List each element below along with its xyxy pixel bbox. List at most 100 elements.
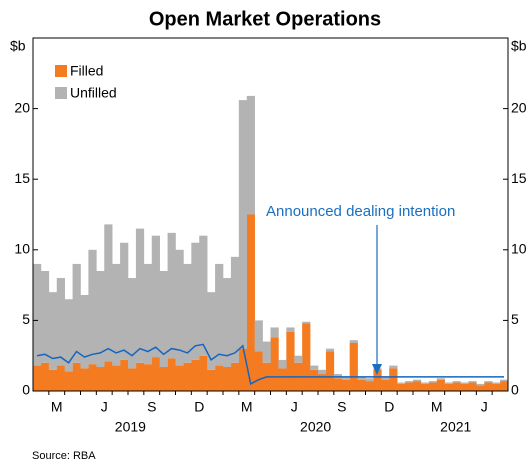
bar (405, 381, 414, 383)
bar (128, 278, 137, 369)
y-unit-left: $b (10, 38, 26, 54)
bar (365, 381, 374, 391)
bar (294, 355, 303, 363)
x-tick-label: J (481, 399, 488, 415)
bar (413, 379, 422, 382)
bar (33, 263, 42, 366)
bar (246, 214, 255, 391)
x-tick-label: M (431, 399, 443, 415)
year-label: 2019 (115, 419, 146, 435)
bar (48, 292, 58, 370)
bar (420, 382, 430, 384)
bar (254, 320, 263, 352)
bar (191, 242, 200, 360)
bar (40, 270, 50, 363)
bar (444, 383, 453, 391)
bar (223, 366, 232, 391)
bar (104, 361, 113, 391)
bar (278, 368, 287, 391)
bar (254, 351, 263, 391)
x-tick-label: S (147, 399, 156, 415)
bar (215, 263, 224, 366)
y-tick-label: 15 (14, 170, 30, 186)
y-tick-label: 20 (14, 99, 30, 115)
bar (476, 385, 485, 391)
bar (262, 341, 271, 363)
y-tick-label-right: 20 (511, 99, 527, 115)
bar (365, 378, 374, 382)
bar (420, 383, 430, 391)
x-tick-label: S (337, 399, 346, 415)
legend-label: Filled (70, 63, 103, 79)
source: Source: RBA (32, 450, 96, 462)
bar (88, 364, 97, 391)
bar (468, 381, 477, 383)
bar (325, 348, 335, 352)
bar (357, 379, 366, 391)
bar (310, 365, 319, 370)
bar (460, 383, 469, 391)
annotation: Announced dealing intention (266, 203, 455, 220)
bar (492, 383, 501, 391)
bar (135, 228, 145, 363)
bar (341, 376, 350, 380)
bar (104, 224, 113, 362)
bar (64, 299, 73, 372)
bar (112, 365, 121, 391)
bar (48, 369, 58, 391)
bar (230, 256, 240, 363)
bar (381, 379, 390, 391)
bar (120, 242, 129, 360)
bar (444, 382, 453, 384)
bar (135, 362, 145, 391)
bar (199, 235, 208, 356)
year-label: 2020 (300, 419, 331, 435)
bar (381, 376, 390, 380)
bar (72, 362, 81, 391)
bar (215, 365, 224, 391)
bar (207, 292, 216, 370)
bar (96, 270, 105, 367)
bar (452, 381, 461, 383)
bar (199, 355, 208, 391)
bar (349, 340, 358, 343)
y-tick-label-right: 10 (511, 241, 527, 257)
bar (492, 382, 501, 384)
bar (484, 381, 493, 383)
bar (468, 382, 477, 391)
bar (40, 362, 50, 391)
bar (143, 263, 153, 365)
bar (128, 368, 137, 391)
bar (413, 381, 422, 391)
x-tick-label: D (194, 399, 204, 415)
bar (286, 327, 295, 332)
bar (436, 379, 445, 391)
bar (175, 365, 184, 391)
y-tick-label: 0 (22, 382, 30, 398)
bar (436, 378, 445, 380)
bar (88, 249, 97, 365)
bar (318, 374, 327, 391)
bar (476, 383, 485, 386)
x-tick-label: J (291, 399, 298, 415)
bar (484, 382, 493, 391)
x-tick-label: J (101, 399, 108, 415)
bar (230, 362, 240, 391)
bar (500, 379, 509, 382)
bar (33, 365, 42, 391)
x-tick-label: D (384, 399, 394, 415)
bar (278, 359, 287, 369)
y-tick-label-right: 15 (511, 170, 527, 186)
annotation-arrowhead (372, 364, 382, 375)
bar (349, 342, 358, 391)
bar (183, 263, 192, 363)
bar (452, 382, 461, 391)
bar (270, 327, 279, 338)
bar (373, 369, 382, 391)
bar (341, 379, 350, 391)
bar (500, 381, 509, 391)
bar (389, 365, 398, 369)
bar (80, 368, 89, 391)
year-label: 2021 (440, 419, 471, 435)
y-tick-label-right: 5 (511, 311, 519, 327)
